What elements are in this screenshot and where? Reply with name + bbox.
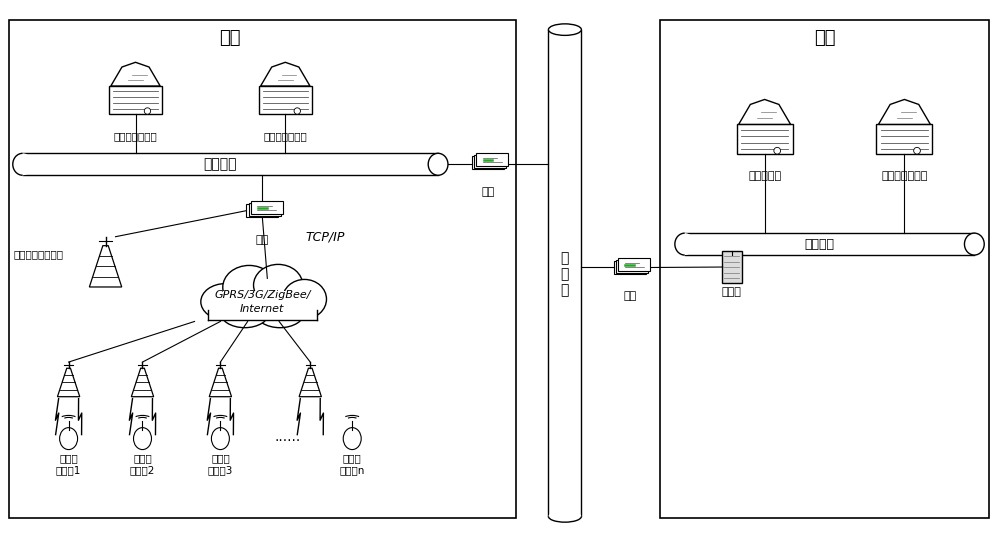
Ellipse shape (13, 153, 33, 176)
Circle shape (914, 148, 920, 154)
Polygon shape (878, 100, 930, 125)
Bar (660, 20, 989, 518)
Circle shape (774, 148, 781, 154)
Bar (616, 259, 648, 273)
Text: 远程无线接收基站: 远程无线接收基站 (14, 249, 64, 259)
Ellipse shape (428, 153, 448, 176)
Bar (737, 125, 793, 154)
Text: 路由: 路由 (256, 235, 269, 245)
Text: 企业: 企业 (220, 29, 241, 46)
Ellipse shape (60, 428, 78, 449)
Bar (249, 203, 281, 216)
Text: 无线采集服务器: 无线采集服务器 (114, 131, 157, 141)
Ellipse shape (283, 280, 326, 319)
Bar (208, 291, 317, 320)
Text: 企业内网: 企业内网 (204, 157, 237, 171)
Text: 路由: 路由 (623, 291, 636, 301)
Polygon shape (111, 62, 160, 86)
Polygon shape (299, 368, 321, 397)
Text: 银行内网: 银行内网 (805, 238, 835, 250)
Bar (109, 86, 162, 115)
Text: 互
联
网: 互 联 网 (561, 251, 569, 297)
Ellipse shape (223, 266, 276, 309)
Text: 银行: 银行 (814, 29, 835, 46)
Polygon shape (131, 368, 154, 397)
Bar (476, 153, 508, 166)
Text: 本地监控服务器: 本地监控服务器 (263, 131, 307, 141)
Bar (259, 86, 312, 115)
Ellipse shape (134, 428, 151, 449)
Bar (618, 258, 650, 271)
Ellipse shape (254, 264, 303, 306)
Text: 无线监
测基站3: 无线监 测基站3 (208, 453, 233, 475)
Bar (474, 155, 506, 168)
Bar (251, 201, 283, 214)
Bar (472, 157, 504, 169)
Text: 无线监
测基站2: 无线监 测基站2 (130, 453, 155, 475)
Polygon shape (739, 100, 791, 125)
Bar (614, 261, 646, 274)
Polygon shape (209, 368, 232, 397)
Text: ......: ...... (274, 430, 300, 444)
Bar (246, 204, 278, 217)
Ellipse shape (343, 428, 361, 449)
Text: 信贷管理服务器: 信贷管理服务器 (881, 171, 928, 181)
Text: GPRS/3G/ZigBee/
Internet: GPRS/3G/ZigBee/ Internet (214, 290, 311, 314)
Bar (876, 125, 932, 154)
Text: TCP/IP: TCP/IP (306, 231, 345, 244)
Circle shape (294, 108, 300, 114)
Polygon shape (261, 62, 310, 86)
Ellipse shape (211, 428, 229, 449)
Ellipse shape (548, 24, 581, 35)
Ellipse shape (255, 297, 305, 328)
Polygon shape (89, 246, 122, 287)
Ellipse shape (220, 297, 269, 328)
Text: 防火墙: 防火墙 (722, 287, 742, 297)
Ellipse shape (201, 283, 250, 320)
Ellipse shape (675, 233, 695, 255)
Bar (722, 250, 742, 283)
Text: 无线监
测基站1: 无线监 测基站1 (56, 453, 81, 475)
Ellipse shape (548, 511, 581, 522)
Text: 银行前置机: 银行前置机 (748, 171, 781, 181)
Text: 路由: 路由 (481, 187, 495, 197)
Ellipse shape (964, 233, 984, 255)
Circle shape (144, 108, 151, 114)
Text: 无线监
测基站n: 无线监 测基站n (340, 453, 365, 475)
Bar (9, 20, 516, 518)
Polygon shape (57, 368, 80, 397)
